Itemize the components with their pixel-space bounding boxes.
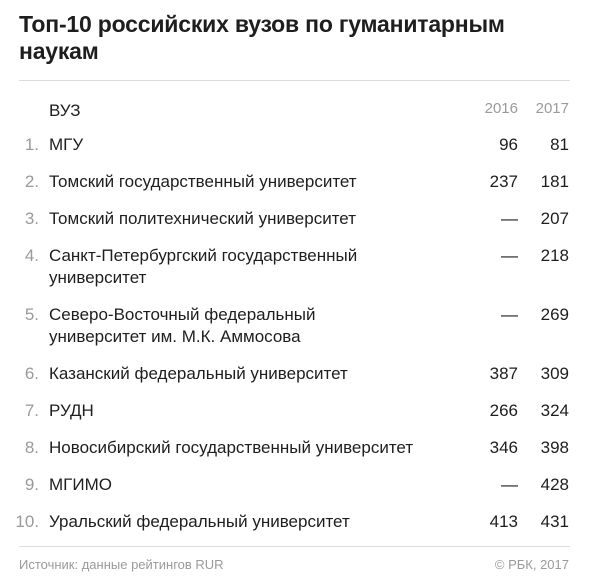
value-2016: — (501, 246, 518, 265)
value-2016: 266 (489, 401, 518, 420)
university-name: Томский политехнический университет (49, 209, 356, 228)
value-2017: 81 (550, 135, 569, 154)
rank-number: 10. (15, 512, 39, 531)
value-2017: 431 (540, 512, 569, 531)
rank-number: 9. (24, 475, 39, 494)
university-name: Северо-Восточный федеральный университет… (49, 305, 316, 346)
value-2016: — (501, 475, 518, 494)
value-2017: 398 (540, 438, 569, 457)
value-2017: 428 (540, 475, 569, 494)
column-header-university: ВУЗ (49, 101, 81, 120)
university-name: МГИМО (49, 475, 112, 494)
rank-number: 8. (24, 438, 39, 457)
value-2016: 413 (489, 512, 518, 531)
value-2017: 309 (540, 364, 569, 383)
rank-number: 5. (24, 305, 39, 324)
bottom-divider (19, 546, 570, 547)
rank-number: 3. (24, 209, 39, 228)
source-note: Источник: данные рейтингов RUR (19, 557, 224, 572)
value-2016: 237 (489, 172, 518, 191)
value-2016: 387 (489, 364, 518, 383)
rank-number: 1. (24, 135, 39, 154)
university-name: Уральский федеральный университет (49, 512, 350, 531)
value-2016: 96 (499, 135, 518, 154)
page-title: Топ-10 российских вузов по гуманитарным … (19, 11, 505, 64)
university-name: Санкт-Петербургский государственный унив… (49, 246, 358, 287)
rank-number: 4. (24, 246, 39, 265)
value-2016: 346 (489, 438, 518, 457)
top-divider (19, 80, 570, 81)
university-name: МГУ (49, 135, 84, 154)
university-name: Казанский федеральный университет (49, 364, 348, 383)
rank-number: 2. (24, 172, 39, 191)
value-2016: — (501, 209, 518, 228)
value-2017: 218 (540, 246, 569, 265)
value-2017: 269 (540, 305, 569, 324)
value-2017: 181 (540, 172, 569, 191)
copyright-note: © РБК, 2017 (494, 557, 569, 572)
university-name: Новосибирский государственный университе… (49, 438, 414, 457)
column-header-2016: 2016 (484, 100, 518, 117)
rank-number: 7. (24, 401, 39, 420)
university-name: РУДН (49, 401, 94, 420)
university-name: Томский государственный университет (49, 172, 357, 191)
value-2016: — (501, 305, 518, 324)
rank-number: 6. (24, 364, 39, 383)
value-2017: 324 (540, 401, 569, 420)
column-header-2017: 2017 (535, 100, 569, 117)
value-2017: 207 (540, 209, 569, 228)
